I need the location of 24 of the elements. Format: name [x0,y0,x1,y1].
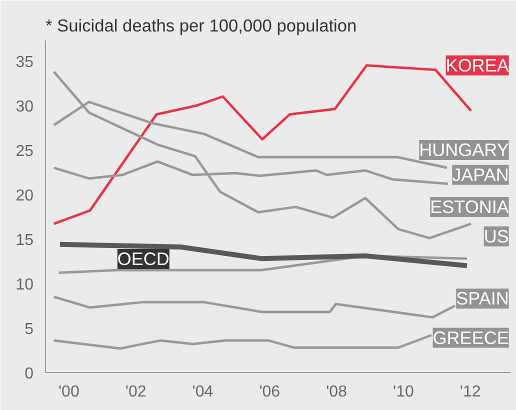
chart-title: * Suicidal deaths per 100,000 population [46,16,357,36]
y-tick-label: 35 [16,54,34,71]
x-tick-label: '08 [326,384,348,400]
legend-label: ESTONIA [430,196,509,217]
x-tick-label: '12 [460,384,481,400]
series-label: HUNGARY [419,140,509,160]
y-tick-label: 10 [16,276,34,294]
x-tick-label: '02 [125,384,146,400]
y-tick-label: 15 [16,232,34,249]
legend-label: US [484,226,509,246]
series-label: OECD [117,249,170,270]
series-label: SPAIN [456,288,509,309]
x-tick-label: '06 [259,384,280,400]
y-tick-label: 5 [24,320,34,338]
y-tick-label: 25 [16,142,34,160]
x-tick-label: '04 [192,384,214,400]
legend-label: JAPAN [452,164,509,185]
x-tick-label: '00 [58,384,80,400]
legend-label: GREECE [432,328,509,348]
y-tick-label: 20 [16,187,34,204]
series-label: KOREA [446,55,509,76]
y-tick-label: 0 [24,366,34,382]
x-tick-label: '10 [393,384,414,400]
y-tick-label: 30 [16,98,34,116]
